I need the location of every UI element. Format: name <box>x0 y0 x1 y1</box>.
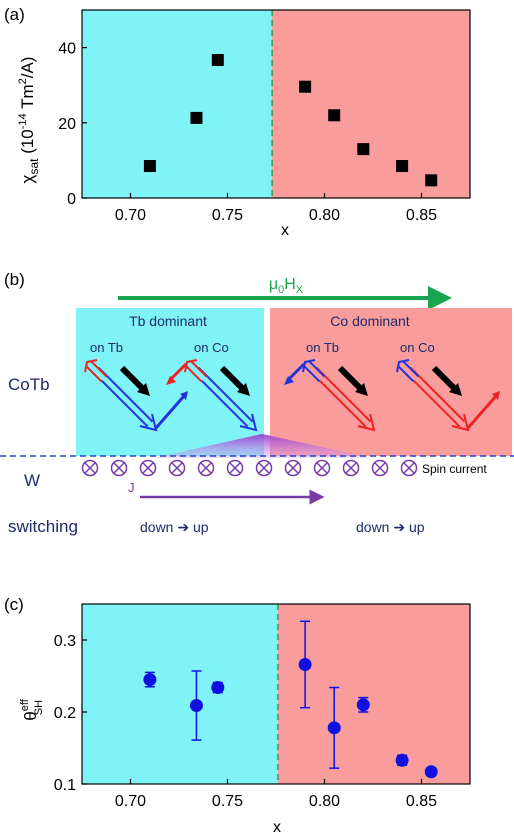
x-tick-label: 0.75 <box>212 207 243 224</box>
switching-direction-right: down ➔ up <box>356 519 425 535</box>
co-dominant-region <box>270 308 512 456</box>
panel-a-frame <box>81 9 471 199</box>
y-tick-label: 0.1 <box>54 777 76 794</box>
data-point <box>143 160 156 173</box>
panel-a-xlabel: x <box>281 222 289 239</box>
data-point <box>189 699 203 713</box>
on-co-label-right: on Co <box>400 340 435 355</box>
spin-into-page-icon <box>342 459 360 477</box>
spin-into-page-icon <box>255 459 273 477</box>
on-tb-label-right: on Tb <box>306 340 339 355</box>
spin-current-wedge <box>154 434 372 458</box>
data-point <box>424 765 438 779</box>
data-point <box>425 174 438 187</box>
w-layer-label: W <box>24 471 40 490</box>
data-point <box>298 657 312 671</box>
panel-c-ylabel: θeff SH <box>19 698 45 720</box>
tb-dominant-on-co-moments <box>166 359 258 432</box>
panel-c-ticks: 0.70 0.75 0.80 0.85 0.1 0.2 0.3 <box>54 633 437 810</box>
tb-dominant-on-tb-moments <box>84 359 188 432</box>
y-tick-label: 0 <box>67 191 76 208</box>
spin-into-page-icon <box>284 459 302 477</box>
on-co-label-left: on Co <box>194 340 229 355</box>
current-label: J <box>128 480 135 495</box>
panel-b-schematic: (b) μ0HX Tb dominant Co dominant on Tb o… <box>0 270 514 536</box>
y-tick-label: 20 <box>58 116 76 133</box>
x-tick-label: 0.85 <box>406 793 437 810</box>
data-point <box>327 721 341 735</box>
data-point <box>396 160 409 173</box>
panel-a-points <box>143 54 438 187</box>
y-tick-label: 40 <box>58 41 76 58</box>
co-dominant-label: Co dominant <box>330 313 409 329</box>
spin-into-page-icon <box>168 459 186 477</box>
data-point <box>328 109 341 122</box>
data-point <box>211 54 224 67</box>
spin-into-page-icon <box>400 459 418 477</box>
co-dominant-on-tb-moments <box>284 359 376 432</box>
spin-into-page-icon <box>81 459 99 477</box>
panel-c-label: (c) <box>4 595 24 614</box>
x-tick-label: 0.75 <box>212 793 243 810</box>
x-tick-label: 0.85 <box>406 207 437 224</box>
panel-c-xlabel: x <box>273 819 281 836</box>
data-point <box>190 111 203 124</box>
data-point <box>395 753 409 767</box>
spin-current-symbols <box>81 459 418 477</box>
panel-c-cyan-region <box>82 604 278 784</box>
switching-direction-left: down ➔ up <box>140 519 209 535</box>
panel-a-ylabel: χsat (10-14 Tm2/A) <box>17 57 41 184</box>
panel-c-frame <box>81 603 471 785</box>
spin-into-page-icon <box>226 459 244 477</box>
data-point <box>357 143 370 156</box>
panel-c-chart: (c) 0.70 0.75 0.80 0.85 0.1 0.2 0.3 x θeff SH <box>4 595 471 836</box>
panel-c-red-region <box>277 604 470 784</box>
panel-a-label: (a) <box>4 5 25 24</box>
panel-b-label: (b) <box>4 270 25 289</box>
panel-a-chart: (a) 0.70 0.75 0.80 0.85 0 20 40 x χsat (10-14 … <box>4 5 471 239</box>
switching-label: switching <box>8 517 78 536</box>
panel-a-red-region <box>272 10 470 198</box>
data-point <box>143 673 157 687</box>
panel-c-points <box>143 620 438 779</box>
cotb-layer-label: CoTb <box>8 375 50 394</box>
spin-into-page-icon <box>197 459 215 477</box>
x-tick-label: 0.80 <box>309 793 340 810</box>
spin-into-page-icon <box>110 459 128 477</box>
tb-dominant-label: Tb dominant <box>129 313 207 329</box>
co-dominant-on-co-moments <box>396 359 500 432</box>
on-tb-label-left: on Tb <box>90 340 123 355</box>
x-tick-label: 0.70 <box>115 793 146 810</box>
data-point <box>211 681 225 695</box>
x-tick-label: 0.80 <box>309 207 340 224</box>
spin-into-page-icon <box>371 459 389 477</box>
field-label: μ0HX <box>269 276 304 296</box>
panel-a-ticks: 0.70 0.75 0.80 0.85 0 20 40 <box>58 41 437 224</box>
spin-into-page-icon <box>139 459 157 477</box>
y-tick-label: 0.2 <box>54 705 76 722</box>
data-point <box>299 80 312 93</box>
x-tick-label: 0.70 <box>115 207 146 224</box>
panel-a-cyan-region <box>82 10 273 198</box>
spin-into-page-icon <box>313 459 331 477</box>
data-point <box>356 698 370 712</box>
spin-current-label: Spin current <box>422 462 487 476</box>
y-tick-label: 0.3 <box>54 633 76 650</box>
